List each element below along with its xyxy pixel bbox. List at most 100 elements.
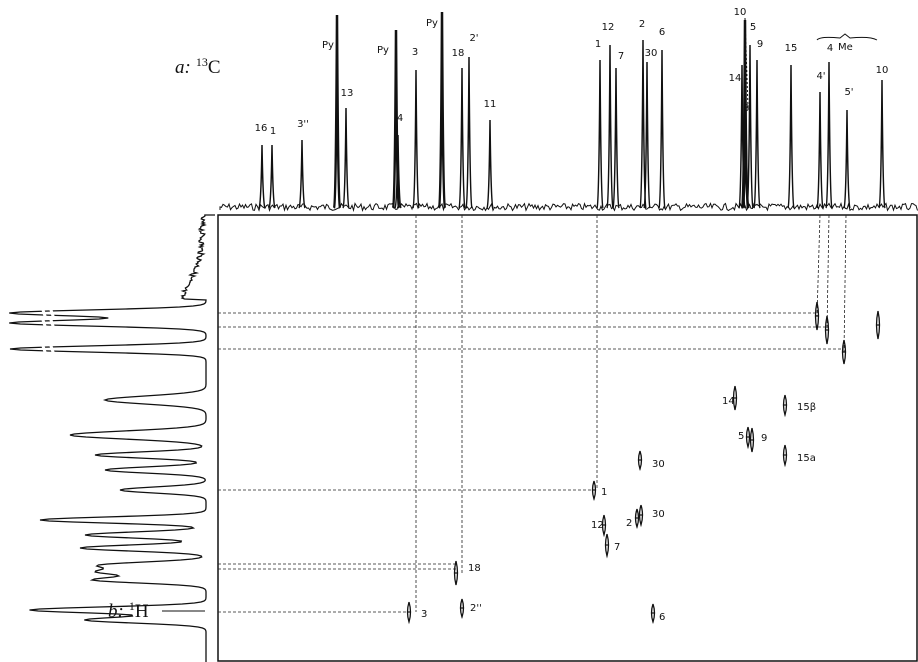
correlation-line [826, 214, 830, 331]
peak-label: 30 [645, 48, 658, 59]
axis-break [40, 316, 56, 330]
mass-number: 13 [196, 55, 208, 69]
peak-label: 5 [750, 22, 756, 33]
peak-label: 8 [743, 103, 749, 114]
peak [787, 64, 795, 209]
peak-label: 1 [270, 126, 276, 137]
peak [643, 61, 651, 209]
peak-label: 4 [397, 113, 403, 124]
peak-label: 2 [639, 19, 645, 30]
peak-label: Py [377, 45, 389, 56]
peak-label: 12 [602, 22, 615, 33]
peak [596, 59, 604, 209]
peak [753, 59, 761, 209]
cross-peak [824, 315, 830, 345]
correlation-line [816, 214, 821, 317]
correlation-line [843, 214, 847, 353]
peak-label: 7 [618, 51, 624, 62]
peak-label: 3'' [297, 119, 309, 130]
peak-label: 9 [757, 39, 763, 50]
peak-label: Py [426, 18, 438, 29]
cross-peak-label: 5 [738, 431, 744, 442]
dash [744, 17, 749, 109]
cross-peak [453, 560, 459, 586]
cross-peak [650, 603, 656, 625]
element: H [135, 601, 149, 622]
peak [825, 61, 833, 209]
brace [816, 33, 878, 41]
cross-peak-label: 3 [421, 609, 427, 620]
peak [342, 107, 350, 209]
cross-peak [782, 444, 788, 468]
peak-label: 5' [844, 87, 853, 98]
cross-peak [604, 533, 610, 559]
cross-peak [841, 339, 847, 365]
cross-peak-label: 18 [468, 563, 481, 574]
cross-peak-label: 15β [797, 402, 816, 413]
peak [742, 119, 750, 209]
cross-peak [634, 508, 640, 530]
element: C [208, 57, 221, 78]
group-label: Me [838, 42, 853, 53]
peak-label: 1 [595, 39, 601, 50]
cross-peak [875, 310, 881, 340]
peak [458, 67, 466, 209]
cross-peak-label: 30 [652, 459, 665, 470]
peak [878, 79, 886, 209]
peak [816, 91, 824, 209]
peak [612, 67, 620, 209]
cross-peak-label: 12 [591, 520, 604, 531]
plot-frame [217, 214, 918, 662]
peak [394, 134, 402, 209]
cross-peak-label: 9 [761, 433, 767, 444]
cross-peak-label: 2'' [470, 603, 482, 614]
axis-break [40, 342, 56, 356]
peak [465, 56, 473, 209]
cross-peak [637, 450, 643, 472]
cross-peak [732, 385, 738, 411]
peak [298, 139, 306, 209]
peak-label: 16 [255, 123, 268, 134]
cross-peak-label: 14 [722, 396, 735, 407]
peak [258, 144, 266, 209]
cross-peak [749, 427, 755, 453]
panel-a-label: a: 13C [175, 55, 221, 78]
peak [486, 119, 494, 209]
peak [606, 44, 614, 209]
cross-peak-label: 6 [659, 612, 665, 623]
peak-label: 10 [876, 65, 889, 76]
cross-peak-label: 15a [797, 453, 816, 464]
spectrum-1h [9, 214, 215, 662]
peak-label: 15 [785, 43, 798, 54]
peak-label: 4 [827, 43, 833, 54]
cross-peak-label: 7 [614, 542, 620, 553]
peak-label: 10 [734, 7, 747, 18]
peak-label: 6 [659, 27, 665, 38]
cross-peak [591, 480, 597, 502]
peak-label: 18 [452, 48, 465, 59]
cross-peak [406, 601, 412, 625]
spectrum-13c [219, 202, 918, 213]
peak [268, 144, 276, 209]
peak [412, 69, 420, 209]
peak [391, 29, 401, 209]
peak-label: 4' [816, 71, 825, 82]
peak-label: Py [322, 40, 334, 51]
cross-peak [601, 514, 607, 538]
cross-peak [638, 504, 644, 528]
peak-label: 3 [412, 47, 418, 58]
cross-peak [459, 598, 465, 620]
panel-prefix: b: [108, 601, 124, 622]
peak-label: 2' [469, 33, 478, 44]
peak [843, 109, 851, 209]
cross-peak-label: 1 [601, 487, 607, 498]
peak [332, 14, 342, 209]
panel-b-label: b: 1H [108, 599, 149, 622]
axis-break [40, 306, 56, 320]
cross-peak-label: 30 [652, 509, 665, 520]
cross-peak [782, 394, 788, 418]
peak-label: 11 [484, 99, 497, 110]
peak-label: 13 [341, 88, 354, 99]
cross-peak [745, 426, 751, 450]
